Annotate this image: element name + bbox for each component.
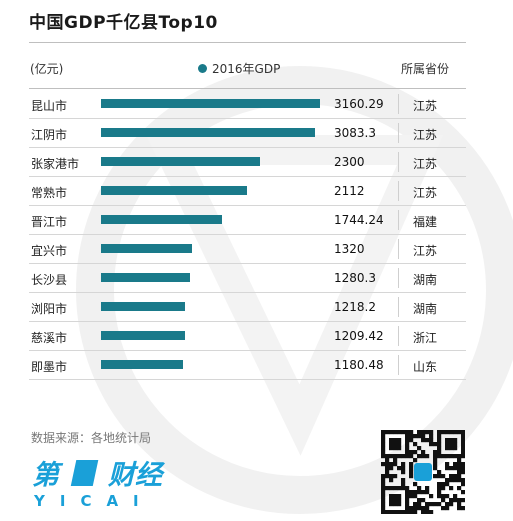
province-label: 江苏 — [413, 128, 438, 142]
province-label: 湖南 — [413, 273, 438, 287]
header-divider — [29, 88, 466, 89]
category-label: 浏阳市 — [31, 302, 68, 316]
data-label: 1744.24 — [334, 213, 384, 227]
bar — [101, 157, 261, 166]
row-divider — [29, 147, 466, 148]
column-separator — [398, 268, 399, 288]
legend-marker — [198, 64, 207, 73]
svg-text:财经: 财经 — [107, 460, 165, 491]
legend: 2016年GDP — [198, 60, 280, 77]
province-label: 山东 — [413, 360, 438, 374]
chart-row: 张家港市 2300 江苏 — [0, 148, 513, 177]
column-separator — [398, 94, 399, 114]
svg-text:YICAI: YICAI — [33, 492, 154, 510]
data-source: 数据来源：各地统计局 — [31, 431, 152, 445]
data-label: 3083.3 — [334, 126, 376, 140]
bar — [101, 360, 183, 369]
bar — [101, 302, 186, 311]
category-label: 长沙县 — [31, 273, 68, 287]
bar — [101, 215, 222, 224]
row-divider — [29, 118, 466, 119]
chart-row: 江阴市 3083.3 江苏 — [0, 119, 513, 148]
province-label: 浙江 — [413, 331, 438, 345]
data-label: 2300 — [334, 155, 365, 169]
row-divider — [29, 379, 466, 380]
bar — [101, 273, 190, 282]
qr-logo-icon — [414, 463, 432, 481]
bar — [101, 331, 185, 340]
bar — [101, 244, 193, 253]
column-separator — [398, 297, 399, 317]
row-divider — [29, 205, 466, 206]
column-separator — [398, 123, 399, 143]
category-label: 常熟市 — [31, 186, 68, 200]
unit-label: (亿元) — [30, 62, 64, 76]
row-divider — [29, 350, 466, 351]
chart-row: 宜兴市 1320 江苏 — [0, 235, 513, 264]
category-label: 即墨市 — [31, 360, 68, 374]
category-label: 昆山市 — [31, 99, 68, 113]
chart-row: 即墨市 1180.48 山东 — [0, 351, 513, 380]
svg-text:第: 第 — [32, 460, 64, 491]
row-divider — [29, 263, 466, 264]
data-label: 1218.2 — [334, 300, 376, 314]
province-label: 江苏 — [413, 99, 438, 113]
chart-row: 慈溪市 1209.42 浙江 — [0, 322, 513, 351]
province-column-header: 所属省份 — [401, 62, 450, 76]
top-divider — [29, 42, 466, 43]
yicai-logo: 第 财经 YICAI — [32, 460, 165, 510]
bar — [101, 99, 320, 108]
category-label: 宜兴市 — [31, 244, 68, 258]
qr-code — [381, 430, 465, 514]
column-separator — [398, 152, 399, 172]
column-separator — [398, 210, 399, 230]
column-separator — [398, 326, 399, 346]
chart-row: 晋江市 1744.24 福建 — [0, 206, 513, 235]
province-label: 福建 — [413, 215, 438, 229]
data-label: 2112 — [334, 184, 365, 198]
data-label: 1320 — [334, 242, 365, 256]
category-label: 江阴市 — [31, 128, 68, 142]
chart-row: 昆山市 3160.29 江苏 — [0, 90, 513, 119]
bar — [101, 128, 315, 137]
row-divider — [29, 176, 466, 177]
province-label: 江苏 — [413, 186, 438, 200]
data-label: 1209.42 — [334, 329, 384, 343]
category-label: 晋江市 — [31, 215, 68, 229]
data-label: 1180.48 — [334, 358, 384, 372]
bar — [101, 186, 248, 195]
row-divider — [29, 321, 466, 322]
data-label: 3160.29 — [334, 97, 384, 111]
chart-row: 长沙县 1280.3 湖南 — [0, 264, 513, 293]
chart-title: 中国GDP千亿县Top10 — [29, 13, 218, 33]
province-label: 江苏 — [413, 157, 438, 171]
legend-label: 2016年GDP — [212, 62, 281, 76]
chart-row: 常熟市 2112 江苏 — [0, 177, 513, 206]
category-label: 慈溪市 — [31, 331, 68, 345]
province-label: 湖南 — [413, 302, 438, 316]
row-divider — [29, 234, 466, 235]
data-label: 1280.3 — [334, 271, 376, 285]
column-separator — [398, 239, 399, 259]
chart-row: 浏阳市 1218.2 湖南 — [0, 293, 513, 322]
category-label: 张家港市 — [31, 157, 80, 171]
province-label: 江苏 — [413, 244, 438, 258]
row-divider — [29, 292, 466, 293]
column-separator — [398, 355, 399, 375]
column-separator — [398, 181, 399, 201]
